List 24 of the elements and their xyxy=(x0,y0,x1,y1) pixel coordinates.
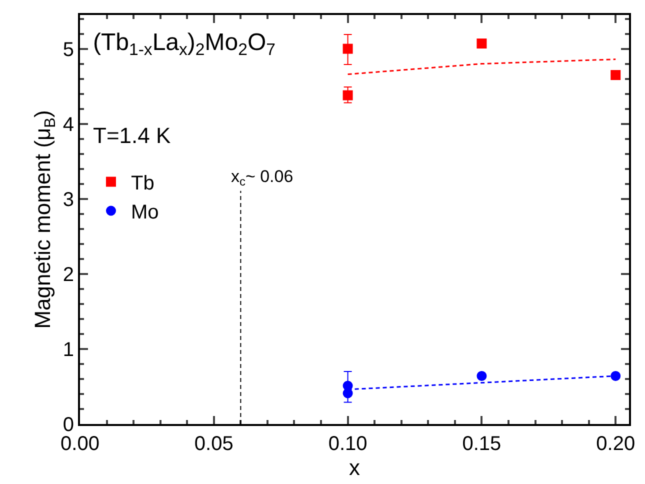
y-tick-label: 3 xyxy=(62,188,74,211)
x-tick-label: 0.00 xyxy=(60,433,100,455)
point xyxy=(476,38,487,49)
x-tick-label: 0.10 xyxy=(328,433,368,455)
x-tick-label: 0.15 xyxy=(462,433,502,455)
y-tick-label: 5 xyxy=(62,38,74,61)
point xyxy=(342,388,353,398)
text: (Tb$_{1-x}$La$_{x}$)$_{2}$Mo$_{2}$O$_{7}$ xyxy=(93,29,276,60)
point xyxy=(610,370,621,381)
point xyxy=(476,370,487,381)
y-tick-label: 0 xyxy=(62,414,74,436)
point xyxy=(610,70,621,80)
legend-label: Mo xyxy=(130,202,159,224)
y-tick-label: 2 xyxy=(62,264,74,286)
ref-line-label: x$_{c}$~ 0.06 xyxy=(231,167,294,189)
x-tick-label: 0.05 xyxy=(194,433,234,455)
annotation: T=1.4 K xyxy=(93,123,171,148)
point xyxy=(342,90,353,100)
y-tick-label: 4 xyxy=(62,114,74,136)
x-axis-title: x xyxy=(349,455,360,480)
y-tick-label: 1 xyxy=(62,338,74,361)
x-tick-label: 0.20 xyxy=(596,433,636,455)
point xyxy=(342,44,353,54)
legend-label: Tb xyxy=(130,172,154,195)
